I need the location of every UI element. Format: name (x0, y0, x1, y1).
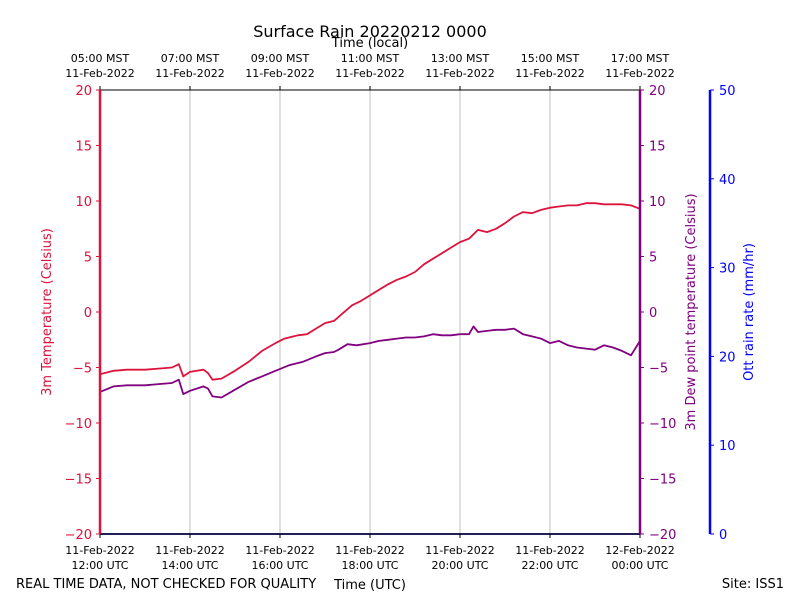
left-tick-label: 10 (75, 195, 92, 210)
right-tick-label: 0 (649, 306, 657, 321)
left-tick-label: 0 (84, 306, 92, 321)
chart-title: Surface Rain 20220212 0000 (253, 22, 487, 41)
rain-tick-label: 20 (719, 350, 736, 365)
right-tick-label: 20 (649, 84, 666, 99)
top-tick-date-label: 11-Feb-2022 (245, 67, 314, 80)
right-tick-label: −5 (649, 362, 668, 377)
x-tick-time-label: 00:00 UTC (611, 559, 668, 572)
series-line-3m-temperature (99, 202, 641, 381)
right-tick-label: 5 (649, 251, 657, 266)
x-tick-date-label: 11-Feb-2022 (335, 544, 404, 557)
x-tick-date-label: 11-Feb-2022 (155, 544, 224, 557)
x-tick-date-label: 12-Feb-2022 (605, 544, 674, 557)
x-tick-time-label: 14:00 UTC (161, 559, 218, 572)
x-tick-date-label: 11-Feb-2022 (515, 544, 584, 557)
top-tick-date-label: 11-Feb-2022 (605, 67, 674, 80)
top-tick-date-label: 11-Feb-2022 (335, 67, 404, 80)
x-tick-date-label: 11-Feb-2022 (245, 544, 314, 557)
right-tick-label: −15 (649, 473, 676, 488)
x-tick-time-label: 16:00 UTC (251, 559, 308, 572)
series-line-3m-dew-point (99, 325, 641, 399)
left-tick-label: −5 (73, 362, 92, 377)
right-tick-label: 10 (649, 195, 666, 210)
top-tick-time-label: 15:00 MST (521, 52, 580, 65)
x-tick-time-label: 20:00 UTC (431, 559, 488, 572)
left-tick-label: −20 (65, 528, 92, 543)
rain-y-axis-label: Ott rain rate (mm/hr) (742, 243, 757, 381)
x-tick-date-label: 11-Feb-2022 (425, 544, 494, 557)
rain-tick-label: 10 (719, 439, 736, 454)
quality-disclaimer: REAL TIME DATA, NOT CHECKED FOR QUALITY (16, 577, 316, 592)
grid-lines (99, 90, 641, 534)
top-tick-time-label: 09:00 MST (251, 52, 310, 65)
top-tick-date-label: 11-Feb-2022 (65, 67, 134, 80)
x-tick-date-label: 11-Feb-2022 (65, 544, 134, 557)
rain-tick-label: 50 (719, 84, 736, 99)
x-tick-time-label: 22:00 UTC (521, 559, 578, 572)
left-tick-label: 5 (84, 251, 92, 266)
top-tick-time-label: 11:00 MST (341, 52, 400, 65)
top-axis-label: Time (local) (331, 36, 408, 51)
left-tick-label: −15 (65, 473, 92, 488)
top-tick-date-label: 11-Feb-2022 (515, 67, 584, 80)
left-tick-label: 15 (75, 140, 92, 155)
x-axis-label: Time (UTC) (333, 578, 406, 593)
top-tick-date-label: 11-Feb-2022 (155, 67, 224, 80)
rain-tick-label: 0 (719, 528, 727, 543)
x-tick-time-label: 18:00 UTC (341, 559, 398, 572)
top-tick-time-label: 17:00 MST (611, 52, 670, 65)
top-tick-time-label: 13:00 MST (431, 52, 490, 65)
top-tick-time-label: 07:00 MST (161, 52, 220, 65)
right-tick-label: 15 (649, 140, 666, 155)
right-tick-label: −10 (649, 417, 676, 432)
right-tick-label: −20 (649, 528, 676, 543)
top-tick-time-label: 05:00 MST (71, 52, 130, 65)
right-y-axis-label: 3m Dew point temperature (Celsius) (684, 193, 699, 430)
x-tick-time-label: 12:00 UTC (71, 559, 128, 572)
left-tick-label: 20 (75, 84, 92, 99)
left-y-axis-label: 3m Temperature (Celsius) (40, 228, 55, 396)
axes: 11-Feb-2022 12:00 UTC 11-Feb-2022 14:00 UTC… (65, 52, 736, 572)
top-tick-date-label: 11-Feb-2022 (425, 67, 494, 80)
left-tick-label: −10 (65, 417, 92, 432)
site-label: Site: ISS1 (722, 577, 784, 592)
rain-tick-label: 40 (719, 173, 736, 188)
rain-tick-label: 30 (719, 262, 736, 277)
